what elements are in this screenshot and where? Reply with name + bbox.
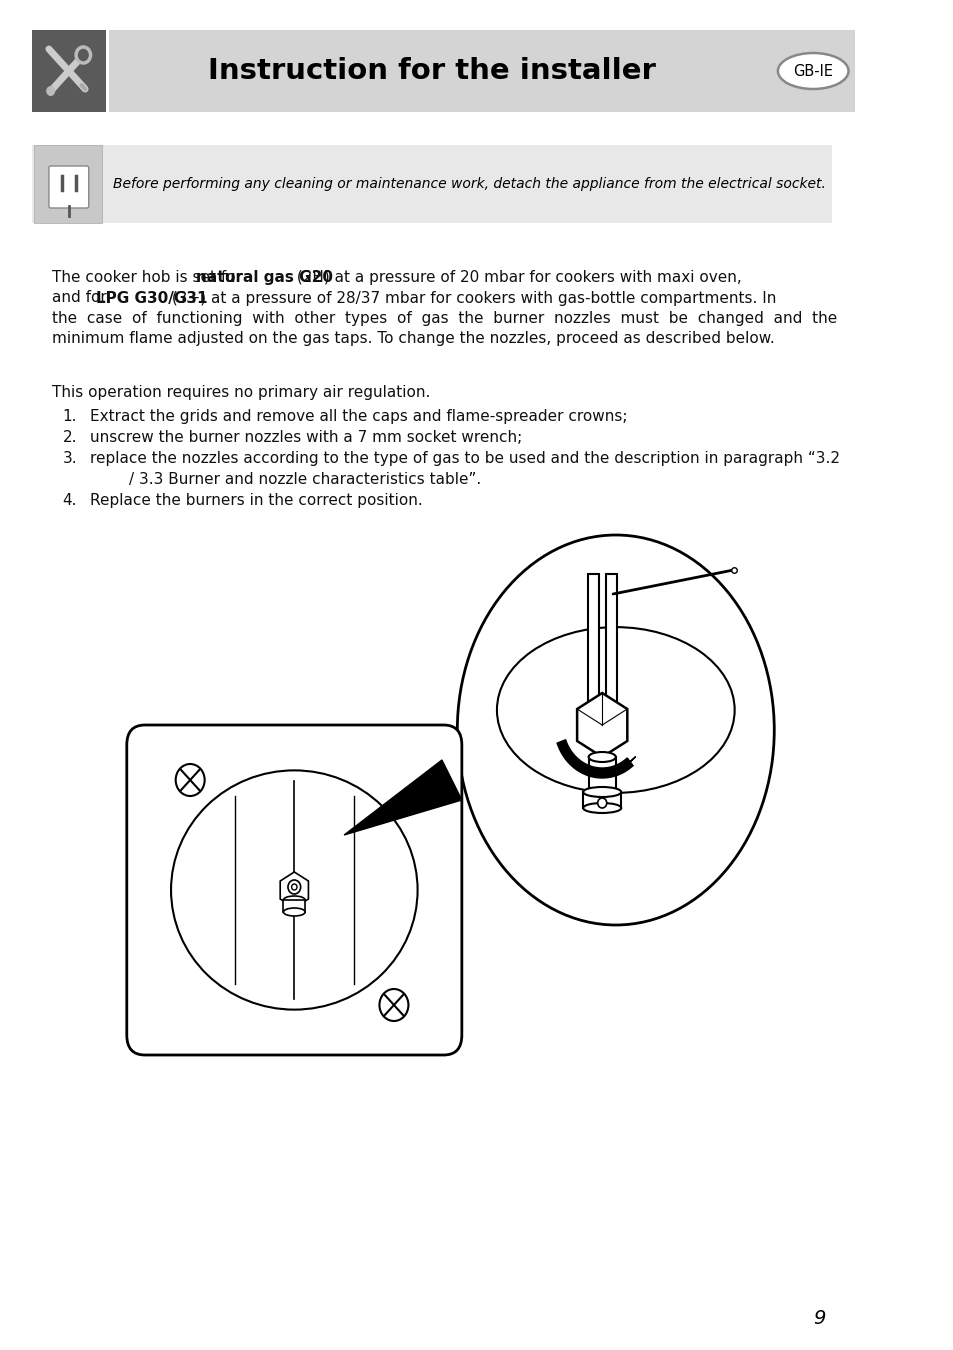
FancyBboxPatch shape — [582, 792, 620, 809]
Ellipse shape — [456, 535, 774, 925]
Text: natural gas G20: natural gas G20 — [195, 270, 333, 285]
FancyBboxPatch shape — [31, 30, 106, 112]
FancyBboxPatch shape — [587, 574, 598, 705]
Polygon shape — [619, 756, 635, 771]
Text: LPG G30/G31: LPG G30/G31 — [96, 290, 207, 305]
Polygon shape — [577, 693, 627, 757]
FancyBboxPatch shape — [49, 166, 89, 208]
Polygon shape — [280, 872, 308, 909]
Circle shape — [598, 798, 606, 809]
Text: Replace the burners in the correct position.: Replace the burners in the correct posit… — [90, 493, 422, 508]
Circle shape — [46, 86, 55, 96]
Ellipse shape — [588, 752, 615, 761]
Polygon shape — [557, 740, 633, 778]
FancyBboxPatch shape — [588, 757, 615, 792]
Text: GB-IE: GB-IE — [792, 63, 832, 78]
Text: and for: and for — [51, 290, 112, 305]
FancyBboxPatch shape — [283, 900, 305, 913]
Text: Extract the grids and remove all the caps and flame-spreader crowns;: Extract the grids and remove all the cap… — [90, 409, 626, 424]
Text: 2.: 2. — [62, 431, 77, 446]
Text: (2H) at a pressure of 20 mbar for cookers with maxi oven,: (2H) at a pressure of 20 mbar for cooker… — [292, 270, 741, 285]
Text: 9: 9 — [813, 1308, 825, 1327]
Ellipse shape — [497, 628, 734, 792]
Polygon shape — [344, 760, 461, 836]
FancyBboxPatch shape — [127, 725, 461, 1054]
Circle shape — [76, 47, 91, 63]
Text: This operation requires no primary air regulation.: This operation requires no primary air r… — [51, 385, 430, 400]
Circle shape — [288, 880, 300, 894]
Text: the  case  of  functioning  with  other  types  of  gas  the  burner  nozzles  m: the case of functioning with other types… — [51, 310, 836, 325]
Text: Before performing any cleaning or maintenance work, detach the appliance from th: Before performing any cleaning or mainte… — [113, 177, 825, 190]
Text: 1.: 1. — [62, 409, 77, 424]
Text: minimum flame adjusted on the gas taps. To change the nozzles, proceed as descri: minimum flame adjusted on the gas taps. … — [51, 332, 774, 347]
Text: / 3.3 Burner and nozzle characteristics table”.: / 3.3 Burner and nozzle characteristics … — [90, 472, 480, 487]
Text: Instruction for the installer: Instruction for the installer — [208, 57, 656, 85]
Ellipse shape — [582, 803, 620, 813]
Ellipse shape — [283, 909, 305, 917]
Circle shape — [292, 884, 296, 890]
Text: 4.: 4. — [62, 493, 77, 508]
FancyBboxPatch shape — [605, 574, 616, 705]
Ellipse shape — [777, 53, 847, 89]
Text: replace the nozzles according to the type of gas to be used and the description : replace the nozzles according to the typ… — [90, 451, 839, 466]
Ellipse shape — [283, 896, 305, 905]
FancyBboxPatch shape — [34, 144, 102, 223]
FancyBboxPatch shape — [31, 144, 831, 223]
Text: (3+) at a pressure of 28/37 mbar for cookers with gas-bottle compartments. In: (3+) at a pressure of 28/37 mbar for coo… — [167, 290, 775, 305]
Circle shape — [379, 990, 408, 1021]
Ellipse shape — [582, 787, 620, 796]
Text: unscrew the burner nozzles with a 7 mm socket wrench;: unscrew the burner nozzles with a 7 mm s… — [90, 431, 521, 446]
Circle shape — [175, 764, 205, 796]
Ellipse shape — [171, 771, 417, 1010]
Text: The cooker hob is set for: The cooker hob is set for — [51, 270, 246, 285]
Text: 3.: 3. — [62, 451, 77, 466]
FancyBboxPatch shape — [109, 30, 854, 112]
